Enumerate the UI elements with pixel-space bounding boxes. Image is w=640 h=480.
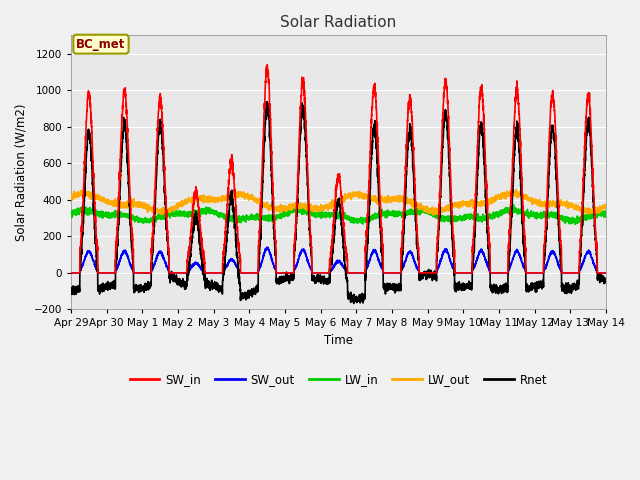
SW_out — [319, 270, 326, 276]
Line: LW_out: LW_out — [71, 190, 606, 215]
LW_in — [572, 221, 579, 227]
Line: SW_out: SW_out — [71, 247, 606, 273]
SW_out — [163, 264, 171, 270]
Rnet — [350, 300, 358, 306]
LW_in — [602, 214, 610, 219]
Rnet — [263, 99, 271, 105]
LW_out — [429, 209, 436, 215]
Text: BC_met: BC_met — [76, 37, 125, 51]
SW_in — [163, 222, 171, 228]
Rnet — [489, 283, 497, 289]
Rnet — [458, 286, 466, 292]
Y-axis label: Solar Radiation (W/m2): Solar Radiation (W/m2) — [15, 104, 28, 241]
Rnet — [163, 231, 171, 237]
SW_out — [602, 270, 610, 276]
Title: Solar Radiation: Solar Radiation — [280, 15, 397, 30]
SW_out — [67, 270, 75, 276]
SW_in — [458, 270, 466, 276]
LW_out — [602, 204, 609, 210]
LW_out — [602, 204, 610, 210]
Rnet — [602, 280, 610, 286]
LW_in — [509, 202, 517, 207]
LW_out — [319, 205, 326, 211]
SW_in — [602, 270, 610, 276]
LW_out — [67, 193, 75, 199]
Rnet — [67, 287, 75, 293]
Line: Rnet: Rnet — [71, 102, 606, 303]
SW_out — [263, 244, 271, 250]
Rnet — [319, 276, 326, 282]
LW_in — [163, 211, 171, 216]
LW_out — [513, 187, 520, 192]
LW_in — [67, 210, 75, 216]
LW_out — [458, 203, 466, 209]
LW_in — [488, 214, 496, 219]
Line: LW_in: LW_in — [71, 204, 606, 224]
LW_out — [429, 212, 436, 218]
Legend: SW_in, SW_out, LW_in, LW_out, Rnet: SW_in, SW_out, LW_in, LW_out, Rnet — [125, 369, 552, 391]
SW_out — [429, 270, 436, 276]
LW_out — [163, 207, 171, 213]
LW_in — [602, 214, 609, 219]
SW_in — [489, 270, 497, 276]
SW_in — [319, 270, 326, 276]
SW_out — [489, 270, 497, 276]
SW_in — [67, 270, 75, 276]
LW_in — [458, 215, 466, 221]
LW_out — [489, 196, 497, 202]
SW_out — [458, 270, 466, 276]
X-axis label: Time: Time — [324, 334, 353, 347]
Rnet — [602, 279, 609, 285]
LW_in — [319, 211, 326, 216]
Rnet — [429, 275, 436, 280]
Line: SW_in: SW_in — [71, 65, 606, 273]
SW_out — [602, 270, 609, 276]
SW_in — [264, 62, 271, 68]
LW_in — [429, 212, 436, 217]
SW_in — [602, 270, 609, 276]
SW_in — [429, 270, 436, 276]
